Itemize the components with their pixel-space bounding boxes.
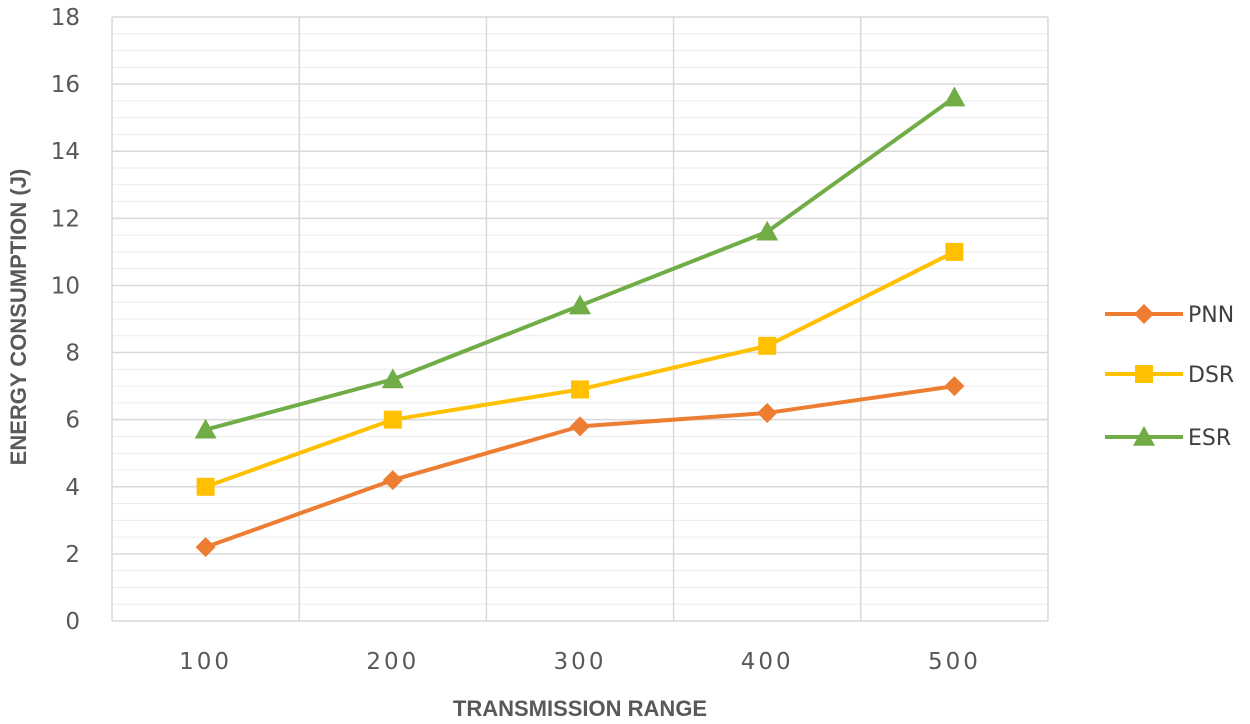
data-point-dsr (383, 410, 402, 429)
legend-marker (1134, 304, 1154, 324)
legend-label: PNN (1188, 303, 1234, 328)
data-point-pnn (570, 416, 590, 437)
data-point-esr (943, 86, 966, 107)
x-tick-label: 500 (928, 649, 981, 675)
y-tick-label: 0 (65, 609, 80, 635)
series-pnn (195, 376, 965, 558)
y-tick-label: 2 (65, 542, 80, 568)
x-axis-title: TRANSMISSION RANGE (453, 696, 707, 721)
data-point-esr (194, 418, 217, 439)
x-tick-label: 200 (366, 649, 419, 675)
data-point-esr (569, 294, 591, 315)
data-point-pnn (382, 470, 403, 491)
data-point-esr (756, 220, 779, 241)
data-point-pnn (944, 376, 965, 397)
y-tick-label: 8 (65, 341, 80, 367)
series-line-pnn (204, 384, 955, 550)
x-tick-label: 100 (179, 649, 232, 675)
y-tick-label: 18 (51, 5, 80, 31)
y-tick-label: 14 (51, 139, 80, 165)
legend-marker (1135, 365, 1153, 383)
legend-item-pnn: PNN (1105, 303, 1234, 328)
y-tick-label: 10 (51, 273, 80, 299)
legend-item-esr: ESR (1105, 426, 1231, 451)
x-tick-label: 300 (554, 649, 607, 675)
series-line-esr (205, 95, 956, 432)
data-point-dsr (945, 242, 964, 261)
data-point-pnn (195, 537, 216, 558)
series-dsr (196, 242, 964, 496)
legend-label: ESR (1188, 426, 1231, 451)
data-point-dsr (758, 336, 777, 355)
y-axis-tick-labels: 0 2 4 6 8 10 12 14 16 18 (51, 5, 80, 635)
y-tick-label: 16 (51, 72, 80, 98)
y-tick-label: 4 (65, 475, 80, 501)
data-point-dsr (571, 380, 589, 399)
data-point-dsr (196, 477, 215, 496)
legend-item-dsr: DSR (1105, 363, 1234, 388)
y-tick-label: 6 (65, 408, 80, 434)
legend-label: DSR (1188, 363, 1234, 388)
legend: PNN DSR ESR (1105, 303, 1234, 451)
y-tick-label: 12 (51, 206, 80, 232)
plot-series (194, 86, 966, 558)
y-axis-title: ENERGY CONSUMPTION (J) (6, 169, 31, 466)
data-point-pnn (757, 402, 778, 423)
x-tick-label: 400 (741, 649, 794, 675)
series-esr (194, 86, 966, 439)
x-axis-tick-labels: 100 200 300 400 500 (179, 649, 981, 675)
legend-marker (1133, 426, 1155, 446)
data-point-esr (381, 368, 404, 389)
